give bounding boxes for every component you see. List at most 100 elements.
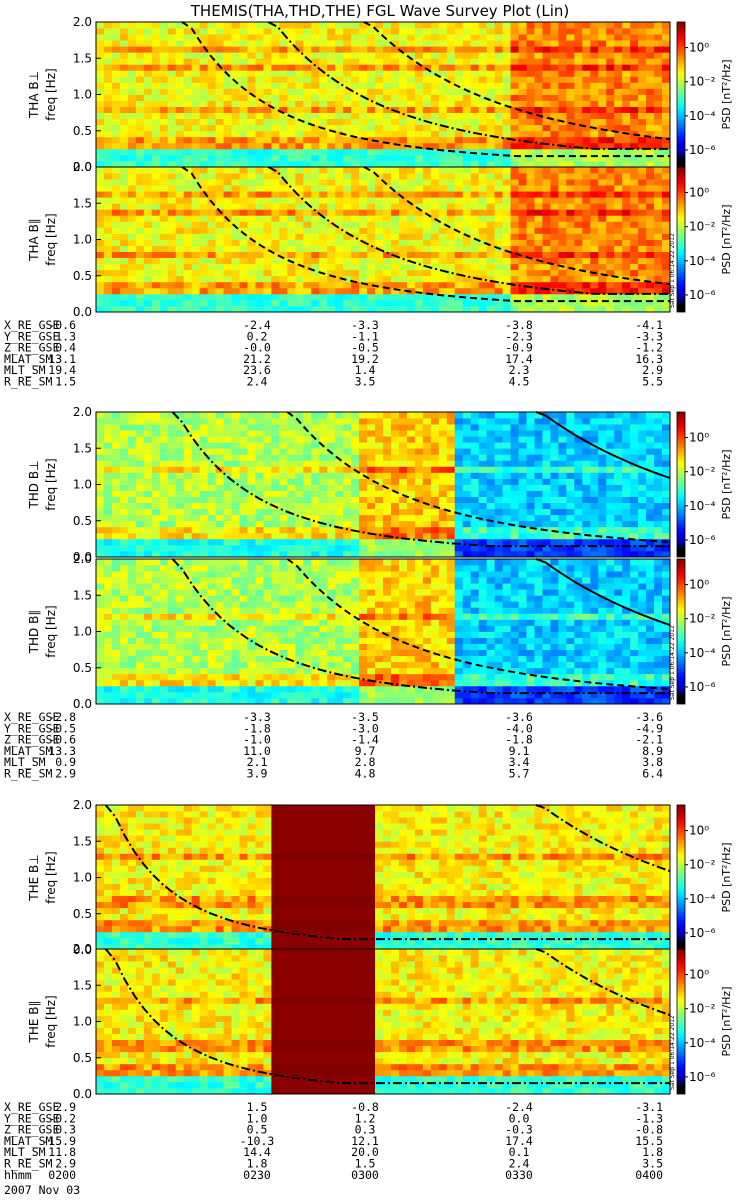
spectrogram-cell [167,490,177,497]
spectrogram-cell [383,239,392,246]
spectrogram-cell [574,154,583,162]
spectrogram-cell [438,191,448,198]
spectrogram-cell [327,22,336,29]
spectrogram-cell [303,550,312,558]
spectrogram-cell [550,281,559,289]
spectrogram-cell [247,502,256,510]
spectrogram-cell [127,148,137,156]
spectrogram-cell [311,136,320,144]
spectrogram-cell [574,203,583,210]
spectrogram-cell [343,40,352,47]
spectrogram-cell [422,239,432,246]
spectrogram-cell [438,478,448,485]
spectrogram-cell [654,251,663,259]
spectrogram-cell [454,118,464,126]
spectrogram-cell [223,514,232,522]
spectrogram-cell [566,46,575,53]
spectrogram-cell [303,454,312,461]
spectrogram-cell [231,118,240,126]
spectrogram-cell [103,221,113,228]
spectrogram-cell [550,550,559,558]
spectrogram-cell [542,490,551,497]
spectrogram-cell [351,136,360,144]
spectrogram-cell [390,227,400,234]
spectrogram-cell [654,239,663,246]
spectrogram-cell [534,197,543,204]
spectrogram-cell [167,160,177,168]
spectrogram-cell [470,442,480,449]
spectrogram-cell [263,130,272,138]
spectrogram-cell [255,173,264,180]
spectrogram-cell [462,167,472,174]
spectrogram-cell [263,454,272,461]
spectrogram-cell [406,148,416,156]
spectrogram-cell [351,191,360,198]
spectrogram-cell [239,88,248,95]
spectrogram-cell [654,88,663,95]
spectrogram-cell [534,191,543,198]
spectrogram-cell [606,203,615,210]
spectrogram-cell [183,28,193,35]
spectrogram-cell [470,28,480,35]
spectrogram-cell [311,227,320,234]
spectrogram-cell [111,412,121,419]
spectrogram-cell [287,100,296,107]
spectrogram-cell [438,28,448,35]
spectrogram-cell [103,466,113,473]
spectrogram-cell [167,185,177,192]
spectrogram-cell [614,263,623,271]
spectrogram-cell [390,82,400,89]
spectrogram-cell [486,124,496,132]
spectrogram-cell [343,221,352,228]
spectrogram-cell [390,52,400,59]
spectrogram-cell [207,154,216,162]
spectrogram-cell [662,34,671,41]
spectrogram-cell [622,58,631,65]
spectrogram-cell [207,275,216,283]
spectrogram-cell [558,100,567,107]
spectrogram-cell [263,293,272,301]
spectrogram-cell [367,34,376,41]
spectrogram-cell [207,58,216,65]
spectrogram-cell [215,293,224,301]
spectrogram-cell [654,28,663,35]
spectrogram-cell [390,460,400,467]
spectrogram-cell [119,239,129,246]
spectrogram-cell [598,124,607,132]
spectrogram-cell [398,550,408,558]
spectrogram-cell [215,167,224,174]
spectrogram-cell [598,76,607,83]
spectrogram-cell [438,502,448,510]
spectrogram-cell [534,281,543,289]
spectrogram-cell [295,299,304,307]
spectrogram-cell [502,275,511,283]
spectrogram-cell [207,160,216,168]
spectrogram-cell [590,22,599,29]
spectrogram-cell [191,185,201,192]
spectrogram-cell [375,281,384,289]
spectrogram-cell [295,215,304,222]
spectrogram-cell [191,418,201,425]
spectrogram-cell [558,538,567,546]
spectrogram-cell [526,76,535,83]
spectrogram-cell [414,245,424,252]
spectrogram-cell [430,496,440,504]
spectrogram-cell [223,418,232,425]
spectrogram-cell [486,203,496,210]
spectrogram-cell [606,106,615,114]
spectrogram-cell [231,106,240,114]
spectrogram-cell [526,287,535,295]
spectrogram-cell [478,245,488,252]
spectrogram-cell [311,460,320,467]
spectrogram-cell [534,100,543,107]
spectrogram-cell [223,82,232,89]
spectrogram-cell [175,496,185,504]
spectrogram-cell [646,106,655,114]
spectrogram-cell [454,179,464,186]
spectrogram-cell [191,179,201,186]
spectrogram-cell [383,502,392,510]
spectrogram-cell [167,64,177,71]
spectrogram-cell [303,185,312,192]
spectrogram-cell [478,520,488,528]
cyclotron-curve [267,166,670,295]
